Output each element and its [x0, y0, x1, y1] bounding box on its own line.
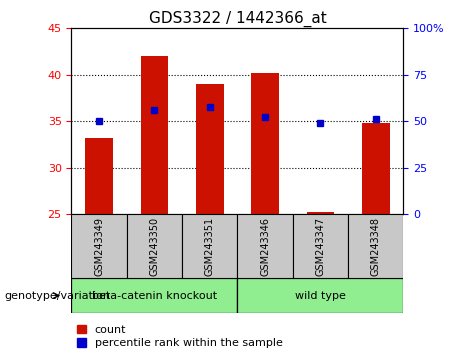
Bar	[127, 214, 182, 278]
Text: GSM243347: GSM243347	[315, 216, 325, 276]
Text: GSM243346: GSM243346	[260, 217, 270, 275]
Bar	[237, 278, 403, 313]
Bar	[237, 214, 293, 278]
Title: GDS3322 / 1442366_at: GDS3322 / 1442366_at	[148, 11, 326, 27]
Bar	[85, 138, 113, 214]
Text: GSM243350: GSM243350	[149, 216, 160, 276]
Text: GSM243349: GSM243349	[94, 217, 104, 275]
Bar	[293, 214, 348, 278]
Text: GSM243351: GSM243351	[205, 216, 215, 276]
Text: genotype/variation: genotype/variation	[5, 291, 111, 301]
Text: wild type: wild type	[295, 291, 346, 301]
Bar	[348, 214, 403, 278]
Bar	[196, 84, 224, 214]
Text: beta-catenin knockout: beta-catenin knockout	[92, 291, 217, 301]
Bar	[251, 73, 279, 214]
Bar	[71, 214, 127, 278]
Bar	[141, 56, 168, 214]
Bar	[362, 123, 390, 214]
Legend: count, percentile rank within the sample: count, percentile rank within the sample	[77, 325, 283, 348]
Bar	[307, 212, 334, 214]
Text: GSM243348: GSM243348	[371, 217, 381, 275]
Bar	[71, 278, 237, 313]
Bar	[182, 214, 237, 278]
